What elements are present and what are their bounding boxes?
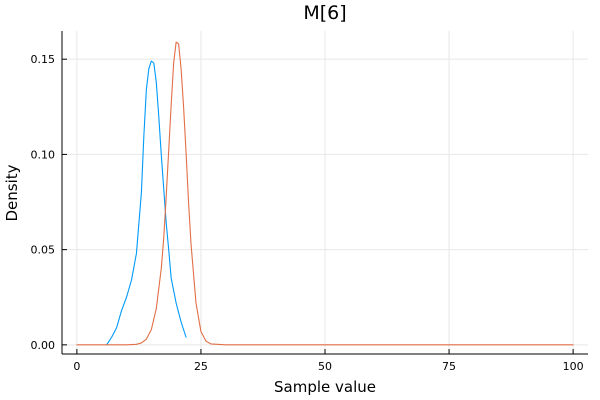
ticks: 0 25 50 75 100 0.00 0.05 0.10 0.15 xyxy=(31,53,584,373)
y-axis-title: Density xyxy=(3,164,21,221)
x-axis-title: Sample value xyxy=(274,378,376,396)
series-line-1 xyxy=(106,60,187,346)
x-tick-label: 0 xyxy=(73,360,80,373)
x-tick-label: 75 xyxy=(442,360,456,373)
y-tick-label: 0.15 xyxy=(31,53,56,66)
series-group xyxy=(76,41,574,346)
x-tick-label: 100 xyxy=(563,360,584,373)
x-tick-label: 25 xyxy=(194,360,208,373)
y-tick-label: 0.10 xyxy=(31,148,56,161)
x-tick-label: 50 xyxy=(318,360,332,373)
y-tick-label: 0.05 xyxy=(31,244,56,257)
series-line-2 xyxy=(76,41,574,346)
y-tick-label: 0.00 xyxy=(31,339,56,352)
chart-title: M[6] xyxy=(303,2,346,24)
